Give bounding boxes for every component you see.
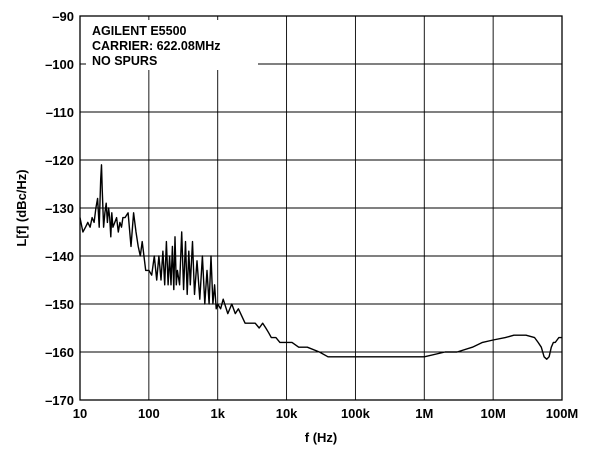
noise-trace-layer <box>79 164 562 360</box>
y-tick-label: –150 <box>45 297 74 312</box>
x-tick-label: 1k <box>210 406 225 421</box>
noise-trace <box>79 164 562 360</box>
x-tick-label: 10M <box>480 406 505 421</box>
x-tick-labels: 10 100 1k 10k 100k 1M 10M 100M <box>73 406 579 421</box>
annotation-line-spurs: NO SPURS <box>92 54 157 68</box>
x-tick-label: 10k <box>276 406 298 421</box>
y-tick-label: –160 <box>45 345 74 360</box>
plot-frame <box>79 15 563 401</box>
x-tick-label: 100 <box>138 406 160 421</box>
y-tick-label: –110 <box>46 105 74 120</box>
x-tick-label: 100k <box>341 406 371 421</box>
x-axis-label: f (Hz) <box>305 430 338 445</box>
y-tick-label: –140 <box>45 249 74 264</box>
y-tick-label: –170 <box>45 393 74 408</box>
y-axis-label: L[f] (dBc/Hz) <box>14 169 29 246</box>
y-tick-label: –90 <box>52 9 74 24</box>
annotation-box: AGILENT E5500 CARRIER: 622.08MHz NO SPUR… <box>86 20 258 70</box>
y-tick-label: –130 <box>45 201 74 216</box>
y-tick-label: –120 <box>45 153 74 168</box>
x-tick-label: 100M <box>546 406 579 421</box>
annotation-line-instrument: AGILENT E5500 <box>92 24 187 38</box>
grid <box>80 16 562 400</box>
annotation-line-carrier: CARRIER: 622.08MHz <box>92 39 221 53</box>
annotation-background <box>86 20 258 70</box>
x-tick-label: 1M <box>415 406 433 421</box>
y-tick-labels: –170 –160 –150 –140 –130 –120 –110 –100 –90 <box>45 9 74 408</box>
y-tick-label: –100 <box>45 57 74 72</box>
x-tick-label: 10 <box>73 406 87 421</box>
